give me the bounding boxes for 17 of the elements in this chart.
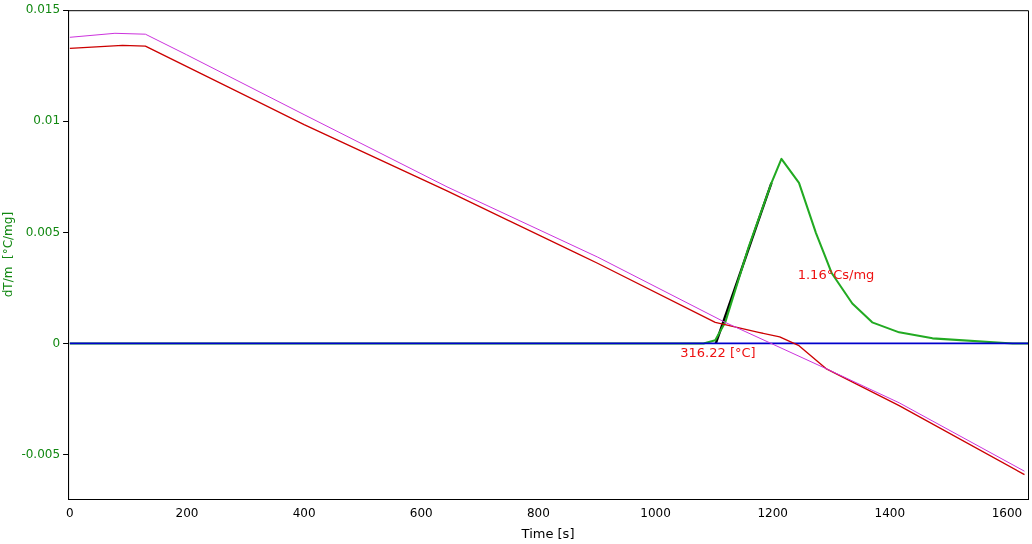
y-tick-label: -0.005 — [21, 446, 61, 461]
y-tick-label: 0.01 — [33, 113, 61, 128]
x-tick-label: 1400 — [874, 506, 906, 521]
x-tick-label: 1600 — [991, 506, 1023, 521]
x-tick-label: 1000 — [640, 506, 671, 521]
x-tick-label: 0 — [66, 506, 74, 521]
x-tick-label: 1200 — [757, 506, 788, 521]
y-tick-label: 0 — [52, 335, 61, 350]
annotation: 316.22 [°C] — [680, 345, 756, 361]
x-tick-label: 800 — [526, 506, 550, 521]
y-axis-title: dT/m [°C/mg] — [1, 211, 16, 298]
x-tick-label: 600 — [409, 506, 433, 521]
x-tick-label: 400 — [292, 506, 316, 521]
x-axis-title: Time [s] — [520, 525, 575, 541]
x-tick-label: 200 — [175, 506, 199, 521]
y-tick-label: 0.015 — [25, 2, 61, 17]
y-tick-label: 0.005 — [25, 224, 61, 239]
